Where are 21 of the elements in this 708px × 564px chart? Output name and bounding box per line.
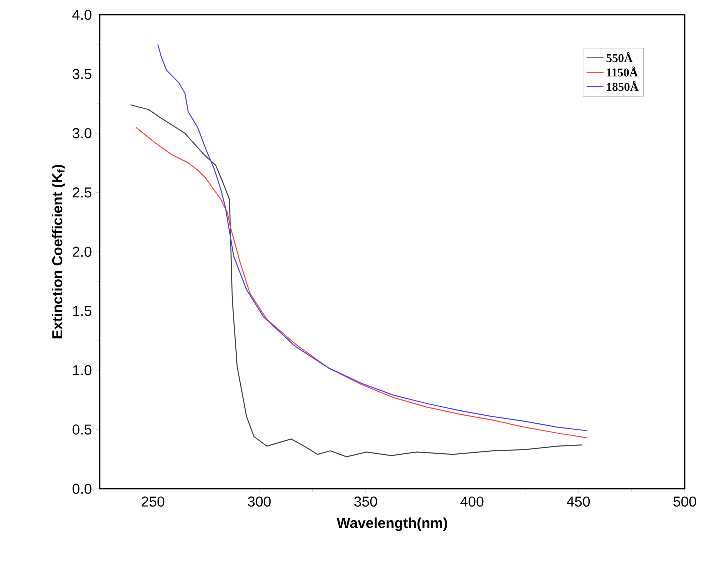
x-tick-label: 350 xyxy=(354,496,378,507)
x-axis-title: Wavelength(nm) xyxy=(336,518,448,532)
y-tick-label: 1.0 xyxy=(73,365,92,376)
x-tick-label: 250 xyxy=(142,496,165,507)
y-tick-label: 1.5 xyxy=(73,306,92,316)
line-series xyxy=(158,44,588,432)
y-axis-title: Extinction Coefficient (K$_{f}$) xyxy=(52,165,66,339)
x-tick-label: 450 xyxy=(567,496,590,507)
legend-label: 1850Å xyxy=(607,81,639,92)
x-tick-label: 500 xyxy=(674,496,696,507)
x-tick-label: 300 xyxy=(248,496,271,507)
legend-label: 550Å xyxy=(606,52,633,62)
y-tick-label: 3.0 xyxy=(72,128,92,139)
y-tick-label: 2.0 xyxy=(73,246,92,258)
y-tick-label: 0.0 xyxy=(72,484,92,494)
y-tick-label: 4.0 xyxy=(72,10,92,20)
y-tick-label: 2.5 xyxy=(73,188,92,198)
x-tick-label: 400 xyxy=(460,496,484,507)
y-tick-label: 0.5 xyxy=(72,424,92,435)
legend-label: 1150Å xyxy=(607,66,638,77)
y-tick-label: 3.5 xyxy=(72,69,92,80)
